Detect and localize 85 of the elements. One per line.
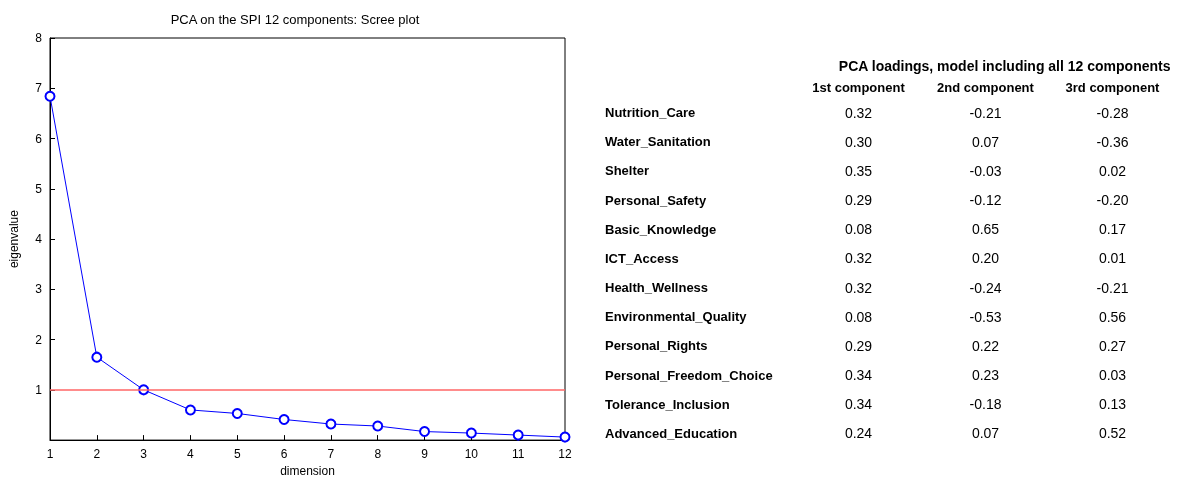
y-tick-label: Basic_Knowledge xyxy=(605,221,717,237)
point xyxy=(419,426,431,438)
x-tick-label: 11 xyxy=(511,447,525,462)
x-tick-label: 8 xyxy=(374,447,382,462)
chart-title: PCA on the SPI 12 components: Scree plot xyxy=(170,12,420,27)
data-label: -0.21 xyxy=(969,104,1002,121)
x-tick-label: 3rd component xyxy=(1065,80,1161,95)
y-tick-label: Tolerance_Inclusion xyxy=(605,396,730,412)
data-label: 0.20 xyxy=(971,250,1000,267)
data-label: 0.29 xyxy=(844,192,873,209)
y-tick-label: 4 xyxy=(35,232,43,247)
data-label: 0.03 xyxy=(1098,367,1127,384)
y-tick-label: ICT_Access xyxy=(605,250,679,266)
x-tick-label: 4 xyxy=(187,447,195,462)
x-tick-label: 9 xyxy=(421,447,429,462)
x-tick-label: 10 xyxy=(464,447,479,462)
x-tick-label: 2 xyxy=(93,447,101,462)
x-tick-label: 7 xyxy=(327,447,335,462)
data-label: -0.53 xyxy=(969,308,1002,325)
x-tick-label: 5 xyxy=(233,447,241,462)
y-tick-label: Personal_Safety xyxy=(605,192,707,208)
data-label: -0.36 xyxy=(1096,133,1129,150)
data-label: 0.13 xyxy=(1098,396,1127,413)
data-label: 0.07 xyxy=(971,425,1000,442)
x-axis-title: dimension xyxy=(280,464,335,478)
point xyxy=(559,431,571,443)
data-label: 0.30 xyxy=(844,133,873,150)
data-label: 0.02 xyxy=(1098,162,1127,179)
data-label: 0.32 xyxy=(844,250,873,267)
data-label: 0.08 xyxy=(844,308,873,325)
x-tick-label: 6 xyxy=(280,447,288,462)
data-label: 0.08 xyxy=(844,221,873,238)
point xyxy=(184,404,196,416)
data-label: 0.34 xyxy=(844,396,873,413)
point xyxy=(512,429,524,441)
data-label: -0.18 xyxy=(969,396,1002,413)
y-tick-label: Personal_Freedom_Choice xyxy=(605,367,773,383)
chart-title: PCA loadings, model including all 12 components xyxy=(838,58,1171,74)
data-label: 0.22 xyxy=(971,337,1000,354)
y-tick-label: Water_Sanitation xyxy=(605,134,711,150)
data-label: -0.21 xyxy=(1096,279,1129,296)
data-label: -0.20 xyxy=(1096,192,1129,209)
data-label: -0.12 xyxy=(969,192,1002,209)
y-tick-label: 2 xyxy=(35,332,43,347)
point xyxy=(231,407,243,419)
data-label: 0.52 xyxy=(1098,425,1127,442)
data-label: 0.65 xyxy=(971,221,1000,238)
point xyxy=(372,420,384,432)
y-tick-label: Nutrition_Care xyxy=(605,105,696,121)
y-tick-label: Shelter xyxy=(605,163,650,179)
x-tick-label: 12 xyxy=(558,447,572,462)
point xyxy=(278,413,290,425)
y-tick-label: Environmental_Quality xyxy=(605,309,748,325)
data-label: -0.24 xyxy=(969,279,1002,296)
y-tick-label: 3 xyxy=(35,282,43,297)
x-tick-label: 1 xyxy=(46,447,54,462)
data-label: 0.27 xyxy=(1098,337,1127,354)
data-label: 0.24 xyxy=(844,425,873,442)
data-label: 0.32 xyxy=(844,279,873,296)
y-tick-label: 6 xyxy=(35,131,43,146)
y-tick-label: 8 xyxy=(35,31,43,45)
y-tick-label: Personal_Rights xyxy=(605,338,708,354)
data-label: 0.34 xyxy=(844,367,873,384)
y-tick-label: Health_Wellness xyxy=(605,280,709,296)
point xyxy=(465,427,477,439)
y-tick-label: 5 xyxy=(35,181,43,196)
data-label: 0.32 xyxy=(844,104,873,121)
data-label: 0.56 xyxy=(1098,308,1127,325)
data-label: 0.01 xyxy=(1098,250,1127,267)
y-tick-label: Advanced_Education xyxy=(605,425,738,441)
data-label: 0.35 xyxy=(844,162,873,179)
data-label: 0.17 xyxy=(1098,221,1127,238)
data-label: 0.07 xyxy=(971,133,1000,150)
x-tick-label: 2nd component xyxy=(937,80,1035,95)
y-axis-title: eigenvalue xyxy=(7,209,21,269)
data-label: 0.29 xyxy=(844,337,873,354)
point xyxy=(44,90,56,102)
data-label: -0.03 xyxy=(969,162,1002,179)
point xyxy=(325,418,337,430)
x-tick-label: 3 xyxy=(140,447,148,462)
y-tick-label: 1 xyxy=(35,382,43,397)
data-label: -0.28 xyxy=(1096,104,1129,121)
x-tick-label: 1st component xyxy=(812,80,906,95)
data-label: 0.23 xyxy=(971,367,1000,384)
point xyxy=(91,351,103,363)
